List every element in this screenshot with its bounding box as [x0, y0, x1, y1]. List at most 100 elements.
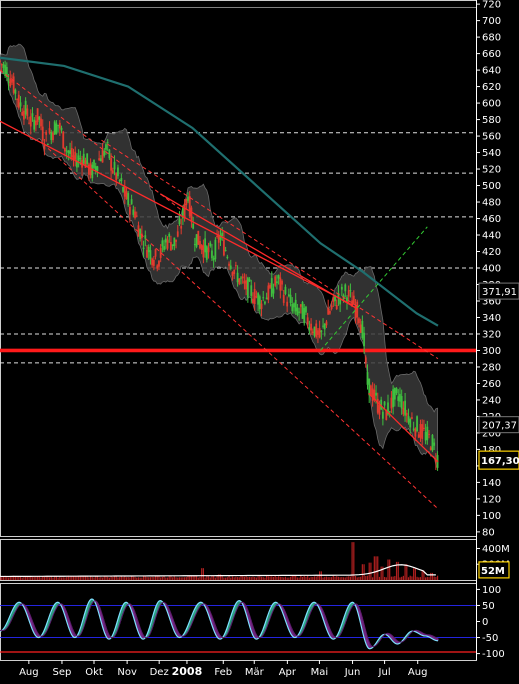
candle-body [28, 122, 30, 124]
candle-body [327, 307, 330, 315]
candle-body [16, 98, 18, 100]
candle-body [170, 242, 172, 251]
axis-layer: 8010012014016018020022024026028030032034… [19, 0, 519, 678]
candle-body [373, 389, 376, 401]
candle-body [29, 116, 32, 127]
candle-body [192, 223, 195, 229]
candle-body [270, 278, 273, 297]
candle-body [84, 160, 87, 168]
candle-body [168, 233, 171, 237]
candle-body [106, 142, 109, 144]
candle-body [38, 116, 41, 120]
candle-body [354, 305, 357, 319]
candle-body [209, 242, 212, 247]
month-label: Nov [117, 667, 137, 678]
candle-body [388, 411, 391, 413]
candle-body [40, 118, 42, 127]
candle-body [202, 245, 205, 258]
month-label: Okt [85, 667, 103, 678]
candle-body [89, 163, 92, 176]
candle-body [57, 124, 60, 126]
candle-body [41, 126, 44, 141]
candle-body [265, 297, 268, 300]
side-value-box [478, 282, 519, 300]
candle-body [334, 295, 336, 302]
price-tick-label: 300 [482, 346, 501, 357]
candle-body [26, 108, 29, 117]
candle-body [154, 249, 157, 257]
candle-body [231, 272, 234, 276]
candle-body [99, 158, 102, 162]
candle-body [383, 401, 386, 406]
month-label: Jul [378, 667, 391, 678]
candle-body [93, 159, 95, 168]
candle-body [282, 294, 285, 303]
candle-body [79, 158, 82, 160]
price-tick-label: 400 [482, 264, 501, 275]
last-price-label: 167,30 [481, 456, 519, 467]
candle-body [216, 235, 218, 238]
candle-body [310, 323, 312, 331]
candle-body [12, 76, 15, 93]
candle-body [183, 203, 186, 217]
candle-body [87, 164, 90, 175]
month-label: Mär [245, 667, 265, 678]
trend-channel-line [159, 193, 359, 310]
trend-channel-line [0, 69, 182, 211]
price-tick-label: 660 [482, 49, 501, 60]
trend-channel-line [368, 392, 439, 463]
candle-body [176, 231, 179, 237]
candle-body [135, 215, 138, 217]
candle-body [7, 81, 10, 83]
candle-body [434, 459, 437, 463]
price-tick-label: 600 [482, 99, 501, 110]
candle-body [43, 144, 46, 150]
candle-body [62, 131, 65, 149]
candle-body [127, 193, 130, 205]
price-tick-label: 540 [482, 148, 501, 159]
candle-body [390, 397, 393, 409]
candle-body [301, 301, 304, 319]
candle-body [397, 396, 400, 401]
candle-body [299, 304, 302, 307]
candle-body [46, 143, 49, 145]
oscillator-tick-label: -100 [482, 649, 505, 660]
candle-body [243, 280, 246, 284]
candle-body [110, 158, 113, 171]
candle-body [193, 244, 196, 246]
candle-body [262, 297, 265, 299]
candle-body [361, 320, 364, 339]
candle-body [34, 120, 37, 126]
candle-body [328, 310, 331, 314]
price-panel [0, 43, 476, 510]
candle-body [250, 285, 253, 296]
candle-body [178, 218, 181, 225]
candle-body [431, 434, 434, 451]
candle-body [349, 290, 352, 292]
price-tick-label: 460 [482, 214, 501, 225]
price-tick-label: 680 [482, 33, 501, 44]
candle-body [120, 178, 123, 182]
candle-body [409, 418, 412, 428]
candle-body [392, 389, 395, 408]
candle-body [405, 412, 408, 416]
candle-body [181, 208, 184, 219]
candle-body [60, 127, 63, 131]
price-tick-label: 240 [482, 395, 501, 406]
candle-body [52, 132, 54, 141]
candle-body [173, 237, 176, 247]
candle-body [325, 321, 328, 326]
candle-body [36, 108, 39, 122]
candle-body [11, 79, 13, 83]
candle-body [207, 247, 210, 253]
candle-body [274, 276, 277, 286]
volume-tick-label: 400M [482, 544, 510, 555]
candle-body [277, 275, 280, 279]
candle-body [433, 442, 436, 446]
candle-body [238, 278, 241, 285]
month-label: Aug [408, 667, 428, 678]
candle-body [103, 150, 106, 156]
candle-body [175, 239, 177, 242]
candle-body [276, 281, 278, 284]
volume-panel [0, 542, 439, 580]
